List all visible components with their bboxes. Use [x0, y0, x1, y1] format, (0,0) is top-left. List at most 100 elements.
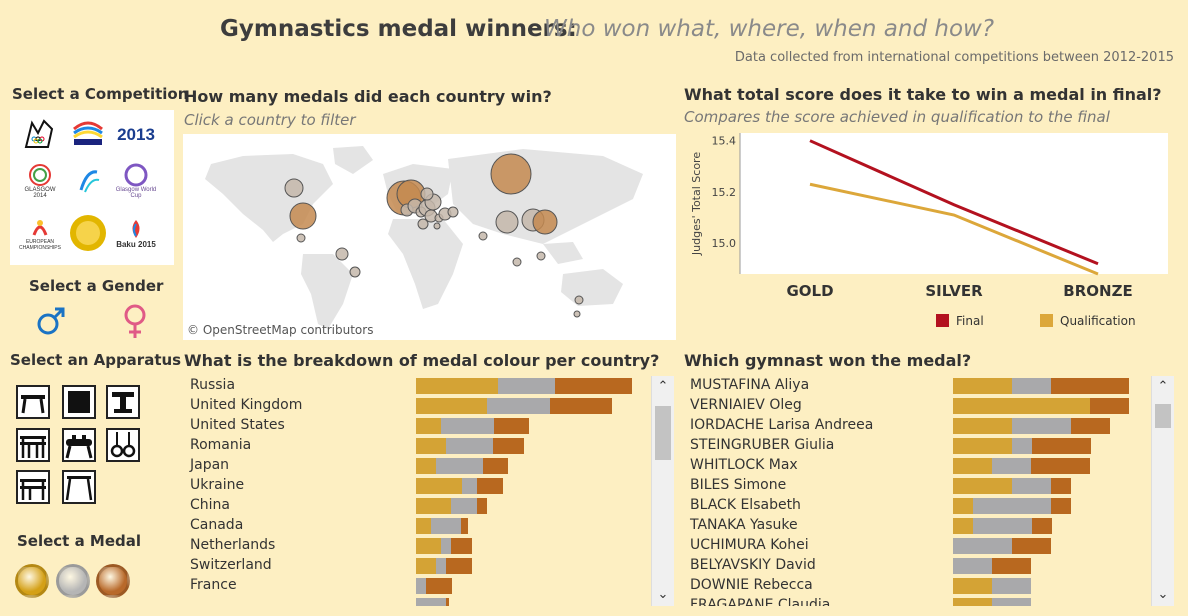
worlds-2013-logo[interactable]: [66, 116, 110, 154]
silver-bar[interactable]: [992, 458, 1031, 474]
silver-bar[interactable]: [436, 558, 446, 574]
country-bubble[interactable]: [532, 209, 558, 235]
bronze-bar[interactable]: [1051, 378, 1129, 394]
scroll-up-icon[interactable]: ⌃: [657, 379, 669, 394]
gold-bar[interactable]: [416, 518, 431, 534]
list-row[interactable]: France: [184, 576, 676, 596]
gold-bar[interactable]: [416, 538, 441, 554]
silver-bar[interactable]: [1012, 478, 1051, 494]
country-bubble[interactable]: [478, 231, 488, 241]
glasgow-world-cup-logo[interactable]: Glasgow World Cup: [114, 162, 158, 200]
bronze-bar[interactable]: [555, 378, 632, 394]
list-row[interactable]: Russia: [184, 376, 676, 396]
parallel-bars-icon[interactable]: [16, 428, 50, 462]
country-bubble[interactable]: [490, 153, 532, 195]
list-row[interactable]: DOWNIE Rebecca: [684, 576, 1174, 596]
silver-medal-icon[interactable]: [56, 564, 90, 598]
country-bubble[interactable]: [420, 187, 434, 201]
silver-bar[interactable]: [431, 518, 461, 534]
gold-bar[interactable]: [953, 398, 1090, 414]
list-row[interactable]: Canada: [184, 516, 676, 536]
bronze-bar[interactable]: [494, 418, 529, 434]
2013-logo[interactable]: 2013: [117, 125, 155, 144]
scroll-up-icon[interactable]: ⌃: [1157, 379, 1169, 394]
bronze-bar[interactable]: [1051, 498, 1071, 514]
glasgow-2014-logo[interactable]: GLASGOW 2014: [18, 162, 62, 200]
silver-bar[interactable]: [1012, 378, 1051, 394]
list-row[interactable]: Netherlands: [184, 536, 676, 556]
gold-bar[interactable]: [953, 578, 992, 594]
bronze-bar[interactable]: [1031, 458, 1090, 474]
bronze-bar[interactable]: [1012, 538, 1051, 554]
gymnast-scrollbar[interactable]: ⌃ ⌄: [1151, 376, 1174, 606]
bronze-bar[interactable]: [483, 458, 508, 474]
silver-bar[interactable]: [498, 378, 555, 394]
bronze-bar[interactable]: [446, 598, 449, 606]
list-row[interactable]: VERNIAIEV Oleg: [684, 396, 1174, 416]
bronze-medal-icon[interactable]: [96, 564, 130, 598]
list-row[interactable]: China: [184, 496, 676, 516]
bronze-bar[interactable]: [1051, 478, 1071, 494]
male-symbol-icon[interactable]: [34, 304, 68, 342]
bronze-bar[interactable]: [461, 518, 468, 534]
country-bubble[interactable]: [574, 295, 584, 305]
balance-beam-icon[interactable]: [16, 385, 50, 419]
uneven-bars-icon[interactable]: [16, 470, 50, 504]
bronze-bar[interactable]: [1071, 418, 1110, 434]
bronze-bar[interactable]: [477, 478, 503, 494]
gold-bar[interactable]: [416, 458, 436, 474]
bronze-bar[interactable]: [1090, 398, 1129, 414]
scroll-thumb[interactable]: [1155, 404, 1171, 428]
silver-bar[interactable]: [973, 518, 1032, 534]
list-row[interactable]: STEINGRUBER Giulia: [684, 436, 1174, 456]
silver-bar[interactable]: [992, 598, 1031, 606]
gold-bar[interactable]: [416, 558, 436, 574]
gold-bar[interactable]: [416, 418, 441, 434]
gold-bar[interactable]: [953, 498, 973, 514]
list-row[interactable]: MUSTAFINA Aliya: [684, 376, 1174, 396]
country-bubble[interactable]: [335, 247, 349, 261]
list-row[interactable]: BELYAVSKIY David: [684, 556, 1174, 576]
gold-bar[interactable]: [953, 458, 992, 474]
silver-bar[interactable]: [992, 578, 1031, 594]
silver-bar[interactable]: [436, 458, 483, 474]
silver-bar[interactable]: [441, 418, 494, 434]
list-row[interactable]: Japan: [184, 456, 676, 476]
gold-bar[interactable]: [953, 478, 1012, 494]
bronze-bar[interactable]: [451, 538, 472, 554]
gold-bar[interactable]: [953, 378, 1012, 394]
country-bubble[interactable]: [289, 202, 317, 230]
bronze-bar[interactable]: [1032, 518, 1052, 534]
scroll-down-icon[interactable]: ⌄: [1157, 587, 1169, 602]
silver-bar[interactable]: [416, 578, 426, 594]
silver-bar[interactable]: [446, 438, 493, 454]
list-row[interactable]: UCHIMURA Kohei: [684, 536, 1174, 556]
scroll-thumb[interactable]: [655, 406, 671, 460]
country-bubble[interactable]: [417, 218, 429, 230]
gold-bar[interactable]: [953, 438, 1012, 454]
vault-icon[interactable]: [106, 385, 140, 419]
silver-bar[interactable]: [1012, 438, 1032, 454]
country-bubble[interactable]: [433, 222, 441, 230]
gymnast-list[interactable]: MUSTAFINA Aliya VERNIAIEV Oleg IORDACHE La…: [684, 376, 1174, 606]
silver-bar[interactable]: [953, 558, 992, 574]
list-row[interactable]: FRAGAPANE Claudia: [684, 596, 1174, 606]
bronze-bar[interactable]: [446, 558, 472, 574]
female-symbol-icon[interactable]: [118, 302, 152, 344]
gold-bar[interactable]: [416, 478, 462, 494]
silver-bar[interactable]: [416, 598, 446, 606]
european-championships-logo[interactable]: EUROPEAN CHAMPIONSHIPS: [18, 214, 62, 252]
list-row[interactable]: [184, 596, 676, 606]
gold-seal-logo[interactable]: [66, 214, 110, 252]
gold-bar[interactable]: [416, 498, 451, 514]
list-row[interactable]: BILES Simone: [684, 476, 1174, 496]
silver-bar[interactable]: [441, 538, 451, 554]
gold-bar[interactable]: [416, 398, 487, 414]
rings-icon[interactable]: [106, 428, 140, 462]
list-row[interactable]: IORDACHE Larisa Andreea: [684, 416, 1174, 436]
baku-2015-logo[interactable]: Baku 2015: [114, 214, 158, 252]
country-bubble[interactable]: [296, 233, 306, 243]
country-bubble[interactable]: [573, 310, 581, 318]
list-row[interactable]: BLACK Elsabeth: [684, 496, 1174, 516]
list-row[interactable]: Switzerland: [184, 556, 676, 576]
